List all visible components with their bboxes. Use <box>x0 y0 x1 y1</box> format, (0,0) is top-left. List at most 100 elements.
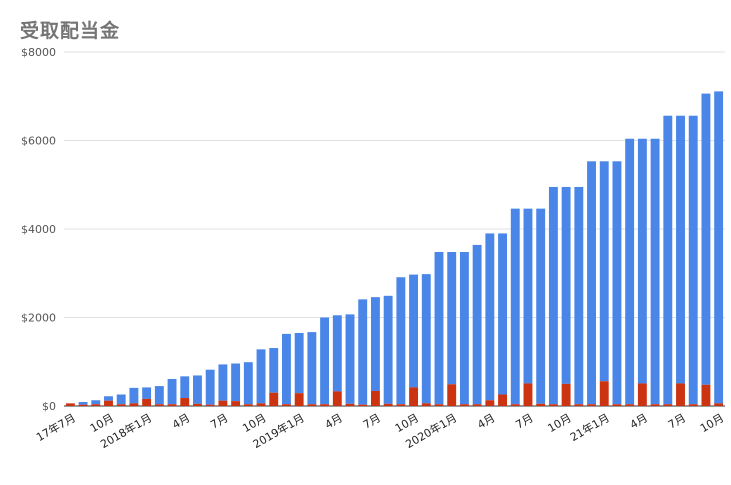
y-tick-label: $0 <box>42 400 56 413</box>
bar-monthly <box>447 384 457 406</box>
bar-cumulative <box>637 138 647 384</box>
x-tick-label: 7月 <box>361 411 383 431</box>
bar-monthly <box>536 403 546 406</box>
bar-cumulative <box>434 252 444 405</box>
bar-cumulative <box>91 400 101 405</box>
bar-monthly <box>345 403 355 406</box>
bar-cumulative <box>383 295 393 404</box>
x-tick-label: 4月 <box>170 411 192 431</box>
bar-cumulative <box>612 161 622 405</box>
bar-cumulative <box>269 348 279 393</box>
bar-cumulative <box>78 402 88 405</box>
bar-monthly <box>663 404 673 406</box>
bar-monthly <box>104 400 113 406</box>
bar-cumulative <box>421 274 431 404</box>
bar-monthly <box>307 404 317 406</box>
bar-cumulative <box>574 186 584 405</box>
bar-monthly <box>701 384 711 406</box>
bar-monthly <box>65 403 75 406</box>
bar-monthly <box>421 403 431 406</box>
bar-monthly <box>434 404 444 406</box>
bar-cumulative <box>104 396 113 401</box>
bar-monthly <box>587 404 596 406</box>
bar-cumulative <box>714 91 724 404</box>
bar-monthly <box>142 398 152 406</box>
bar-monthly <box>358 404 368 406</box>
bar-cumulative <box>409 274 419 388</box>
bar-cumulative <box>599 161 609 382</box>
bar-cumulative <box>498 233 507 395</box>
bar-monthly <box>485 400 495 406</box>
bar-cumulative <box>167 379 177 405</box>
bar-monthly <box>714 403 724 406</box>
bar-cumulative <box>510 208 520 405</box>
bar-cumulative <box>472 244 482 405</box>
bar-monthly <box>282 404 291 406</box>
bar-monthly <box>116 404 126 406</box>
bar-monthly <box>218 400 228 406</box>
x-tick-label: 4月 <box>323 411 345 431</box>
bar-cumulative <box>193 375 202 404</box>
bar-monthly <box>548 404 558 406</box>
bar-monthly <box>154 404 164 406</box>
bar-cumulative <box>536 208 546 404</box>
bar-cumulative <box>447 252 457 385</box>
y-tick-label: $8000 <box>21 46 56 59</box>
bar-monthly <box>498 394 507 406</box>
bar-monthly <box>561 383 571 406</box>
bar-monthly <box>472 404 482 406</box>
bar-monthly <box>320 404 330 406</box>
bar-cumulative <box>256 349 266 404</box>
bar-cumulative <box>205 369 215 405</box>
bar-monthly <box>599 381 609 406</box>
bar-cumulative <box>701 93 711 385</box>
bar-monthly <box>396 404 406 406</box>
x-tick-label: 7月 <box>666 411 688 431</box>
bars <box>65 91 724 406</box>
bar-cumulative <box>307 332 317 405</box>
bar-monthly <box>574 404 584 406</box>
bar-monthly <box>409 387 419 406</box>
bar-cumulative <box>663 115 673 405</box>
bar-monthly <box>612 404 622 406</box>
bar-cumulative <box>625 138 635 405</box>
x-tick-label: 4月 <box>628 411 650 431</box>
y-tick-label: $6000 <box>21 135 56 148</box>
bar-cumulative <box>523 208 533 384</box>
bar-monthly <box>129 403 139 406</box>
bar-monthly <box>637 383 647 406</box>
bar-cumulative <box>370 297 380 391</box>
bar-cumulative <box>218 364 228 401</box>
y-tick-label: $2000 <box>21 312 56 325</box>
bar-monthly <box>688 404 698 406</box>
bar-monthly <box>676 383 685 406</box>
bar-monthly <box>459 404 469 406</box>
x-tick-label: 21年1月 <box>568 410 612 444</box>
bar-monthly <box>167 404 177 406</box>
bar-cumulative <box>459 252 469 405</box>
bar-cumulative <box>548 186 558 405</box>
bar-cumulative <box>231 363 241 402</box>
x-tick-label: 7月 <box>208 411 230 431</box>
y-axis-ticks: $0 $2000 $4000 $6000 $8000 <box>21 46 56 413</box>
bar-monthly <box>332 391 342 406</box>
bar-monthly <box>523 383 533 406</box>
chart-title: 受取配当金 <box>20 20 121 42</box>
bar-monthly <box>269 392 279 406</box>
bar-cumulative <box>142 387 152 399</box>
bar-cumulative <box>396 277 406 405</box>
bar-monthly <box>180 398 190 406</box>
bar-monthly <box>370 390 380 406</box>
bar-monthly <box>193 403 202 406</box>
y-tick-label: $4000 <box>21 223 56 236</box>
bar-cumulative <box>332 315 342 392</box>
bar-cumulative <box>320 317 330 405</box>
bar-cumulative <box>688 115 698 405</box>
bar-monthly <box>625 404 635 406</box>
x-tick-label: 17年7月 <box>34 410 78 444</box>
bar-monthly <box>91 404 101 406</box>
bar-cumulative <box>282 333 291 405</box>
bar-monthly <box>243 404 253 406</box>
